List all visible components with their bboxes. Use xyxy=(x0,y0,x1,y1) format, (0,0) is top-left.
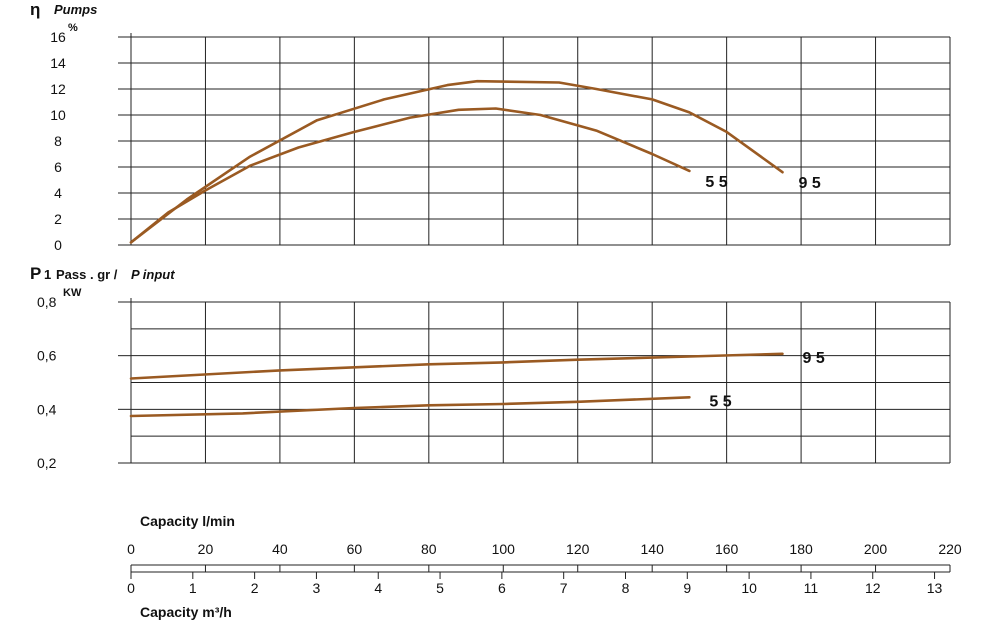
y-tick-label: 0,8 xyxy=(37,294,57,310)
y-tick-label: 0,4 xyxy=(37,401,57,417)
x-tick-label-lpm: 80 xyxy=(421,541,437,557)
x-tick-label-m3h: 3 xyxy=(313,580,321,596)
x-tick-label-lpm: 200 xyxy=(864,541,888,557)
x-tick-label-m3h: 0 xyxy=(127,580,135,596)
y-tick-label: 12 xyxy=(50,81,66,97)
y-tick-label: 2 xyxy=(54,211,62,227)
x-tick-label-lpm: 40 xyxy=(272,541,288,557)
y-tick-label: 14 xyxy=(50,55,66,71)
y-axis-label-part: Pass . gr / xyxy=(56,267,118,282)
y-tick-label: 0,6 xyxy=(37,348,57,364)
y-axis-unit: KW xyxy=(63,287,82,299)
series-line xyxy=(129,396,691,418)
series-label: 9 5 xyxy=(802,350,824,367)
x-tick-label-m3h: 1 xyxy=(189,580,197,596)
x-axis-title-lpm: Capacity l/min xyxy=(140,513,235,529)
y-tick-label: 8 xyxy=(54,133,62,149)
y-tick-label: 0 xyxy=(54,237,62,253)
x-tick-label-m3h: 13 xyxy=(927,580,943,596)
y-axis-subscript: 1 xyxy=(44,267,51,282)
x-tick-label-lpm: 180 xyxy=(789,541,813,557)
x-tick-label-m3h: 2 xyxy=(251,580,259,596)
y-tick-label: 16 xyxy=(50,29,66,45)
x-tick-label-m3h: 9 xyxy=(683,580,691,596)
y-tick-label: 0,2 xyxy=(37,455,57,471)
series-label: 9 5 xyxy=(798,175,820,192)
x-tick-label-lpm: 140 xyxy=(641,541,665,557)
series-line xyxy=(129,107,691,244)
x-tick-label-m3h: 7 xyxy=(560,580,568,596)
x-tick-label-m3h: 12 xyxy=(865,580,881,596)
x-tick-label-lpm: 20 xyxy=(198,541,214,557)
y-axis-symbol: P xyxy=(30,264,41,283)
series-line xyxy=(129,352,784,380)
x-tick-label-lpm: 100 xyxy=(492,541,516,557)
x-tick-label-m3h: 10 xyxy=(741,580,757,596)
y-axis-symbol: η xyxy=(30,0,40,19)
y-tick-label: 4 xyxy=(54,185,62,201)
x-tick-label-lpm: 220 xyxy=(938,541,962,557)
y-tick-label: 10 xyxy=(50,107,66,123)
series-line xyxy=(129,79,784,244)
series-label: 5 5 xyxy=(709,393,731,410)
x-tick-label-m3h: 5 xyxy=(436,580,444,596)
x-tick-label-m3h: 8 xyxy=(622,580,630,596)
x-tick-label-lpm: 60 xyxy=(347,541,363,557)
y-axis-label: Pumps xyxy=(54,2,97,17)
y-tick-label: 6 xyxy=(54,159,62,175)
y-axis-unit: % xyxy=(68,22,78,34)
x-tick-label-m3h: 6 xyxy=(498,580,506,596)
x-tick-label-lpm: 160 xyxy=(715,541,739,557)
x-tick-label-m3h: 4 xyxy=(374,580,382,596)
x-tick-label-lpm: 0 xyxy=(127,541,135,557)
x-axis-title-m3h: Capacity m³/h xyxy=(140,604,232,620)
x-tick-label-lpm: 120 xyxy=(566,541,590,557)
y-axis-label-part: P input xyxy=(131,267,175,282)
series-label: 5 5 xyxy=(705,174,727,191)
x-tick-label-m3h: 11 xyxy=(804,580,819,596)
